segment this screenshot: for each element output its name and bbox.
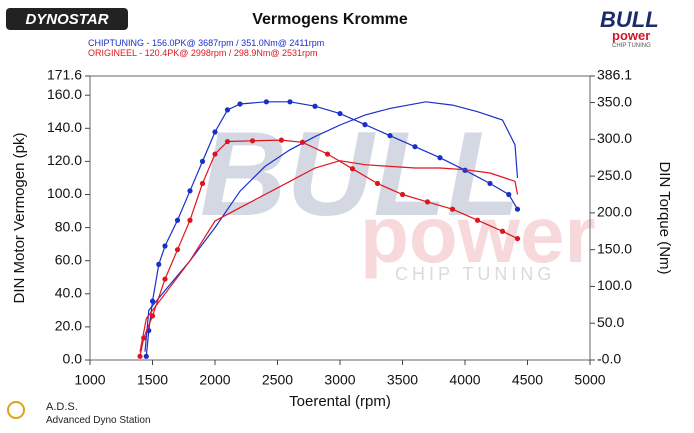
data-point xyxy=(278,137,284,143)
data-point xyxy=(143,353,149,359)
data-point xyxy=(187,188,193,194)
y2-axis-label: DIN Torque (Nm) xyxy=(656,161,673,274)
data-point xyxy=(149,298,156,304)
data-point xyxy=(137,353,143,359)
data-point xyxy=(149,313,156,319)
data-point xyxy=(212,129,218,135)
legend-entry: CHIPTUNING - 156.0PK@ 3687rpm / 351.0Nm@… xyxy=(88,38,324,48)
right-logo: BULL xyxy=(600,7,659,32)
footer-sub: Advanced Dyno Station xyxy=(46,415,151,426)
watermark-sub: power xyxy=(360,190,596,279)
y-tick-label: 80.0 xyxy=(55,218,82,234)
y-axis-label: DIN Motor Vermogen (pk) xyxy=(11,133,28,304)
data-point xyxy=(312,103,318,109)
x-tick-label: 3500 xyxy=(387,372,418,388)
data-point xyxy=(263,99,269,105)
x-tick-label: 4000 xyxy=(449,372,480,388)
y2-tick-label: 350.0 xyxy=(597,93,632,109)
data-point xyxy=(487,180,493,187)
y2-tick-label: 100.0 xyxy=(597,277,632,293)
data-point xyxy=(499,228,506,234)
data-point xyxy=(287,99,293,105)
data-point xyxy=(412,144,418,150)
data-point xyxy=(187,217,193,223)
y-tick-label: 100.0 xyxy=(47,185,82,201)
data-point xyxy=(199,180,206,187)
footer-title: A.D.S. xyxy=(46,401,78,413)
data-point xyxy=(156,261,162,267)
y2-tick-label: 250.0 xyxy=(597,167,632,183)
data-point xyxy=(237,101,243,107)
x-tick-label: 2500 xyxy=(262,372,293,388)
data-point xyxy=(162,276,168,282)
data-point xyxy=(362,122,368,128)
data-point xyxy=(212,151,218,157)
x-tick-label: 3000 xyxy=(324,372,355,388)
y2-tick-label: 300.0 xyxy=(597,130,632,146)
watermark-tag: CHIP TUNING xyxy=(395,264,555,284)
y-tick-label: 140.0 xyxy=(47,119,82,135)
x-tick-label: 1500 xyxy=(137,372,168,388)
y2-tick-label: 200.0 xyxy=(597,204,632,220)
data-point xyxy=(474,217,481,223)
data-point xyxy=(449,206,456,212)
data-point xyxy=(349,166,356,172)
power-line xyxy=(139,160,519,352)
x-tick-label: 2000 xyxy=(199,372,230,388)
data-point xyxy=(337,110,343,117)
y2-tick-label: -0.0 xyxy=(597,351,621,367)
data-point xyxy=(424,199,431,205)
y-tick-label: 40.0 xyxy=(55,285,82,301)
data-point xyxy=(174,217,181,223)
data-point xyxy=(324,151,331,157)
y-tick-label: 171.6 xyxy=(47,67,82,83)
data-point xyxy=(249,138,256,144)
y-tick-label: 60.0 xyxy=(55,251,82,267)
y-tick-label: 20.0 xyxy=(55,318,82,334)
data-point xyxy=(299,139,306,145)
watermark-text: BULL xyxy=(200,107,520,241)
data-point xyxy=(162,243,168,249)
data-point xyxy=(514,206,521,212)
x-tick-label: 5000 xyxy=(574,372,605,388)
right-logo-tag: CHIP TUNING xyxy=(612,43,651,49)
y2-tick-label: 150.0 xyxy=(597,240,632,256)
data-point xyxy=(374,180,381,187)
y-tick-label: 0.0 xyxy=(63,351,83,367)
data-point xyxy=(224,138,231,145)
data-point xyxy=(141,335,147,341)
x-axis-label: Toerental (rpm) xyxy=(289,393,391,410)
data-point xyxy=(199,158,206,164)
x-tick-label: 1000 xyxy=(74,372,105,388)
y2-tick-label: 50.0 xyxy=(597,314,624,330)
logo-box xyxy=(6,8,128,30)
right-logo-sub: power xyxy=(612,28,650,43)
data-point xyxy=(437,155,443,161)
chart-title: Vermogens Kromme xyxy=(252,11,408,28)
data-point xyxy=(174,247,181,253)
data-point xyxy=(387,133,393,139)
y-tick-label: 160.0 xyxy=(47,86,82,102)
y2-tick-label: 386.1 xyxy=(597,67,632,83)
data-point xyxy=(224,107,231,113)
footer-icon xyxy=(7,401,25,419)
data-point xyxy=(399,191,406,198)
legend-entry: ORIGINEEL - 120.4PK@ 2998rpm / 298.9Nm@ … xyxy=(88,48,318,58)
watermark: BULL power CHIP TUNING xyxy=(200,107,596,284)
x-tick-label: 4500 xyxy=(512,372,543,388)
data-point xyxy=(506,191,512,198)
left-logo: DYNOSTAR xyxy=(25,11,108,28)
y-tick-label: 120.0 xyxy=(47,152,82,168)
data-point xyxy=(514,236,521,242)
